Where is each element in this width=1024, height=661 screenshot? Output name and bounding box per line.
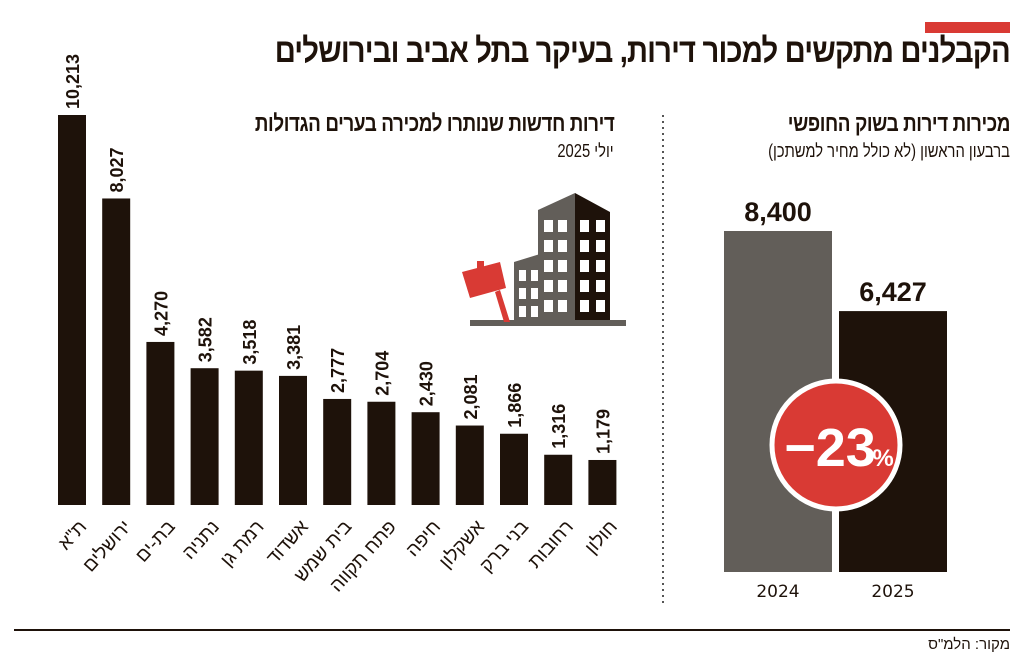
bar-value-label: 2,777 <box>328 348 348 393</box>
left-chart-subtitle: יולי 2025 <box>557 141 614 161</box>
category-label: 2024 <box>756 582 799 602</box>
bar-value-label: 3,381 <box>284 325 304 370</box>
building-for-sale-icon <box>462 193 626 326</box>
bar <box>146 341 175 505</box>
bar <box>588 459 617 505</box>
page-title: הקבלנים מתקשים למכור דירות, בעיקר בתל אב… <box>274 32 1011 70</box>
source-note: מקור: הלמ"ס <box>928 636 1010 653</box>
bar-value-label: 2,704 <box>372 351 392 396</box>
bar <box>58 115 86 505</box>
bar <box>279 375 307 505</box>
bar-value-label: 1,866 <box>505 383 525 428</box>
bar-value-label: 2,081 <box>461 374 481 419</box>
right-chart-subtitle: ברבעון הראשון (לא כולל מחיר למשתכן) <box>768 141 1010 161</box>
accent-bar <box>925 22 1010 33</box>
bar-value-label: 3,582 <box>196 317 216 362</box>
bar-value-label: 8,027 <box>107 147 127 192</box>
bar-value-label: 8,400 <box>744 197 812 227</box>
bar <box>323 398 352 505</box>
bar <box>102 198 131 506</box>
bar <box>544 454 573 505</box>
bar <box>411 412 440 505</box>
category-label: 2025 <box>871 582 914 602</box>
bar <box>367 401 396 505</box>
bar <box>500 433 528 505</box>
bar-value-label: 3,518 <box>240 320 260 365</box>
bar <box>190 368 219 505</box>
bar <box>455 425 484 505</box>
bar-value-label: 4,270 <box>151 291 171 336</box>
bar-value-label: 6,427 <box>859 277 927 307</box>
bar-value-label: 1,179 <box>593 409 613 454</box>
left-chart-title: דירות חדשות שנותרו למכירה בערים הגדולות <box>254 110 614 136</box>
bar-value-label: 2,430 <box>417 361 437 406</box>
bar <box>234 370 263 505</box>
bar-value-label: 10,213 <box>63 54 83 109</box>
change-value: −23 <box>784 418 876 478</box>
bar-value-label: 1,316 <box>549 404 569 449</box>
change-badge <box>769 378 903 512</box>
right-chart-title: מכירות דירות בשוק החופשי <box>787 110 1011 136</box>
change-unit: % <box>872 445 893 472</box>
